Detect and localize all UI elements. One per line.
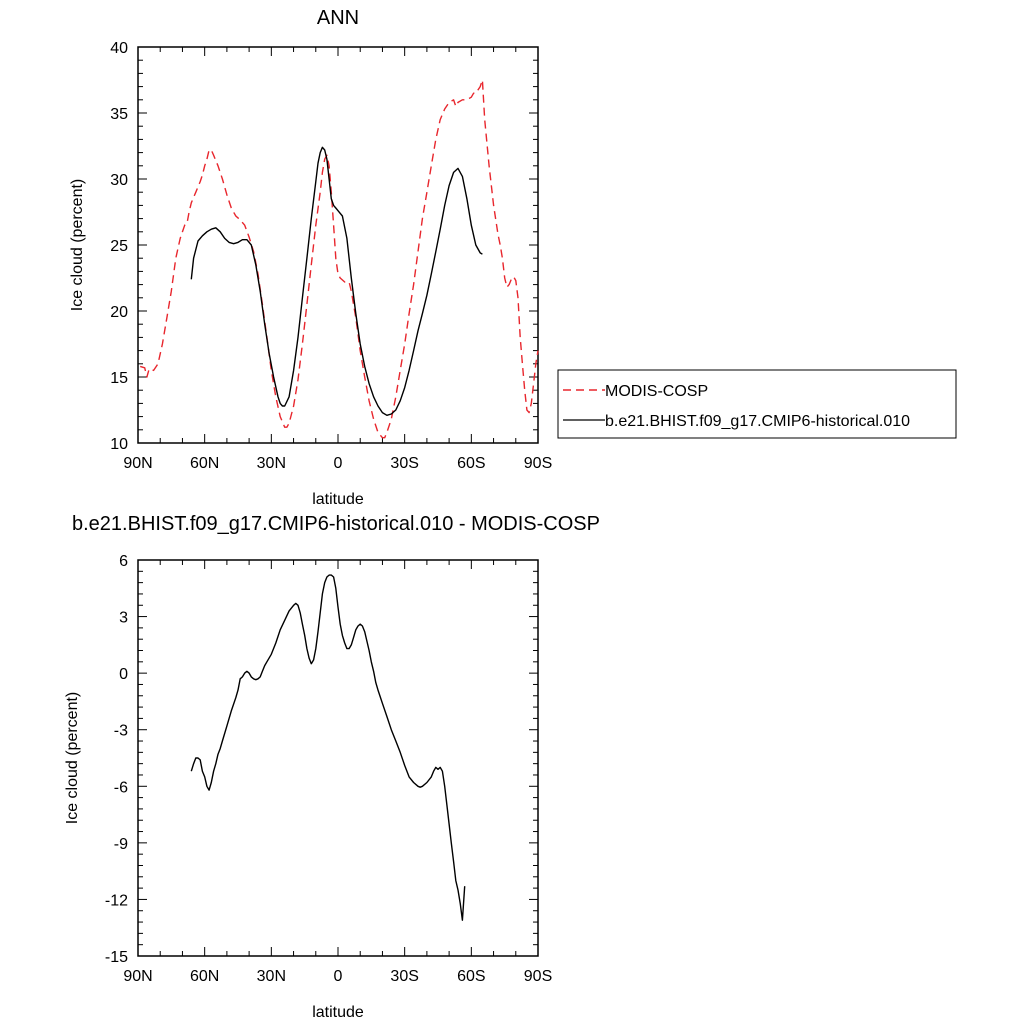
top-chart-y-tick-label: 35 xyxy=(110,106,128,123)
bottom-chart-x-tick-label: 30N xyxy=(257,968,286,985)
bottom-chart-y-tick-label: 6 xyxy=(119,553,128,570)
bottom-chart-x-tick-label: 60S xyxy=(457,968,485,985)
top-chart-x-tick-label: 90S xyxy=(524,455,552,472)
bottom-chart-y-axis-label: Ice cloud (percent) xyxy=(64,692,81,825)
bottom-chart-y-tick-label: -3 xyxy=(114,723,128,740)
top-chart-y-tick-label: 25 xyxy=(110,238,128,255)
top-chart-x-tick-label: 0 xyxy=(334,455,343,472)
top-chart-series xyxy=(139,79,539,439)
bottom-chart-y-tick-label: 3 xyxy=(119,610,128,627)
top-chart-legend: MODIS-COSP b.e21.BHIST.f09_g17.CMIP6-his… xyxy=(557,369,957,439)
top-chart-panel: ANN 90N 60N 30N 0 30S 60S 90S 10 15 20 25 30 35 40 l… xyxy=(69,7,957,508)
bottom-chart-x-ticks: 90N 60N 30N 0 30S 60S 90S xyxy=(123,560,552,985)
top-chart-series-line-modis-cosp xyxy=(139,79,539,439)
bottom-chart-y-tick-label: -9 xyxy=(114,836,128,853)
top-chart-x-tick-label: 90N xyxy=(123,455,152,472)
top-chart-x-ticks: 90N 60N 30N 0 30S 60S 90S xyxy=(123,47,552,472)
legend-frame xyxy=(557,369,957,439)
top-chart-y-tick-label: 40 xyxy=(110,40,128,57)
bottom-chart-panel: b.e21.BHIST.f09_g17.CMIP6-historical.010… xyxy=(64,513,600,1021)
top-chart-title: ANN xyxy=(317,7,359,29)
top-chart-series-line-b-e21-bhist-f09-g17-cmip6-historical-010 xyxy=(190,146,483,416)
top-chart-x-axis-label: latitude xyxy=(312,491,364,508)
legend-label-model: b.e21.BHIST.f09_g17.CMIP6-historical.010 xyxy=(605,413,910,430)
legend-label-modis-cosp: MODIS-COSP xyxy=(605,383,708,400)
bottom-chart-series xyxy=(190,574,466,921)
bottom-chart-y-tick-label: -15 xyxy=(105,949,128,966)
bottom-chart-y-tick-label: 0 xyxy=(119,666,128,683)
top-chart-y-tick-label: 20 xyxy=(110,304,128,321)
top-chart-plot-frame xyxy=(137,46,539,444)
bottom-chart-x-tick-label: 30S xyxy=(390,968,418,985)
top-chart-x-tick-label: 30S xyxy=(390,455,418,472)
top-chart-x-tick-label: 30N xyxy=(257,455,286,472)
top-chart-y-ticks: 10 15 20 25 30 35 40 xyxy=(110,40,538,453)
top-chart-y-axis-label: Ice cloud (percent) xyxy=(69,179,86,312)
top-chart-y-tick-label: 15 xyxy=(110,370,128,387)
bottom-chart-x-tick-label: 90S xyxy=(524,968,552,985)
bottom-chart-y-ticks: -15 -12 -9 -6 -3 0 3 6 xyxy=(105,553,538,966)
top-chart-y-tick-label: 10 xyxy=(110,436,128,453)
bottom-chart-x-tick-label: 60N xyxy=(190,968,219,985)
top-chart-x-tick-label: 60S xyxy=(457,455,485,472)
bottom-chart-x-tick-label: 90N xyxy=(123,968,152,985)
bottom-chart-x-tick-label: 0 xyxy=(334,968,343,985)
bottom-chart-y-tick-label: -6 xyxy=(114,779,128,796)
top-chart-x-tick-label: 60N xyxy=(190,455,219,472)
bottom-chart-title: b.e21.BHIST.f09_g17.CMIP6-historical.010… xyxy=(72,513,600,535)
bottom-chart-y-tick-label: -12 xyxy=(105,892,128,909)
bottom-chart-x-axis-label: latitude xyxy=(312,1004,364,1021)
top-chart-y-tick-label: 30 xyxy=(110,172,128,189)
bottom-chart-series-line-difference xyxy=(190,574,466,921)
